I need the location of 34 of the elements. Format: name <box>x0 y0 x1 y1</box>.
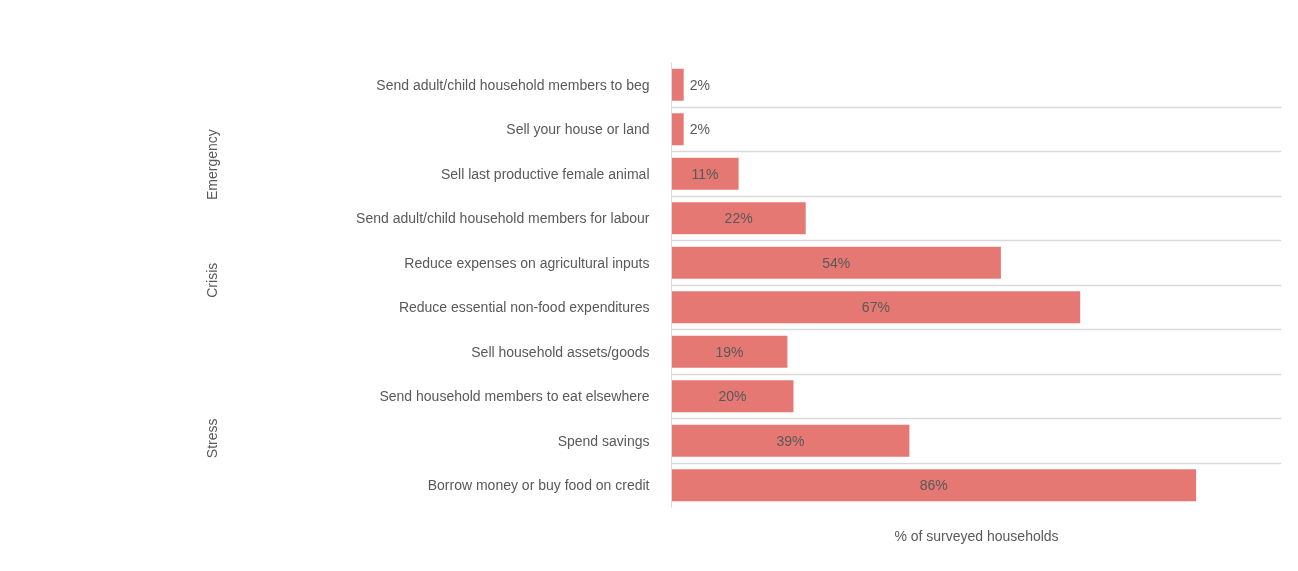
y-tick-label: Sell your house or land <box>506 121 650 138</box>
data-label: 39% <box>776 432 805 449</box>
data-label: 2% <box>689 76 711 93</box>
data-label: 86% <box>919 477 948 494</box>
data-label: 11% <box>691 165 719 182</box>
text: Stress <box>203 418 220 459</box>
bar <box>671 246 1001 279</box>
data-label: 2% <box>689 121 711 138</box>
bar <box>671 335 788 368</box>
bar <box>671 157 739 190</box>
x-axis-title: % of surveyed households <box>894 527 1059 544</box>
bar <box>671 291 1081 324</box>
y-tick-label: Send adult/child household members to beg <box>376 76 650 93</box>
data-label: 54% <box>822 254 851 271</box>
bar <box>671 113 684 146</box>
bar <box>671 424 910 457</box>
data-label: 20% <box>718 388 747 405</box>
y-tick-label: Spend savings <box>557 432 650 449</box>
bar <box>671 202 806 235</box>
text: Crisis <box>203 262 220 298</box>
y-tick-label: Reduce essential non-food expenditures <box>398 299 650 316</box>
bar <box>671 68 684 101</box>
y-tick-label: Send adult/child household members for labour <box>356 210 650 227</box>
y-tick-label: Reduce expenses on agricultural inputs <box>404 254 650 271</box>
text: Emergency <box>203 129 220 201</box>
y-tick-label: Sell last productive female animal <box>440 165 650 182</box>
data-label: 19% <box>715 343 744 360</box>
data-label: 22% <box>724 210 753 227</box>
bar <box>671 380 794 413</box>
bar <box>671 469 1197 502</box>
y-tick-label: Send household members to eat elsewhere <box>379 388 650 405</box>
data-label: 67% <box>861 299 890 316</box>
y-tick-label: Sell household assets/goods <box>471 343 650 360</box>
y-tick-label: Borrow money or buy food on credit <box>427 477 650 494</box>
